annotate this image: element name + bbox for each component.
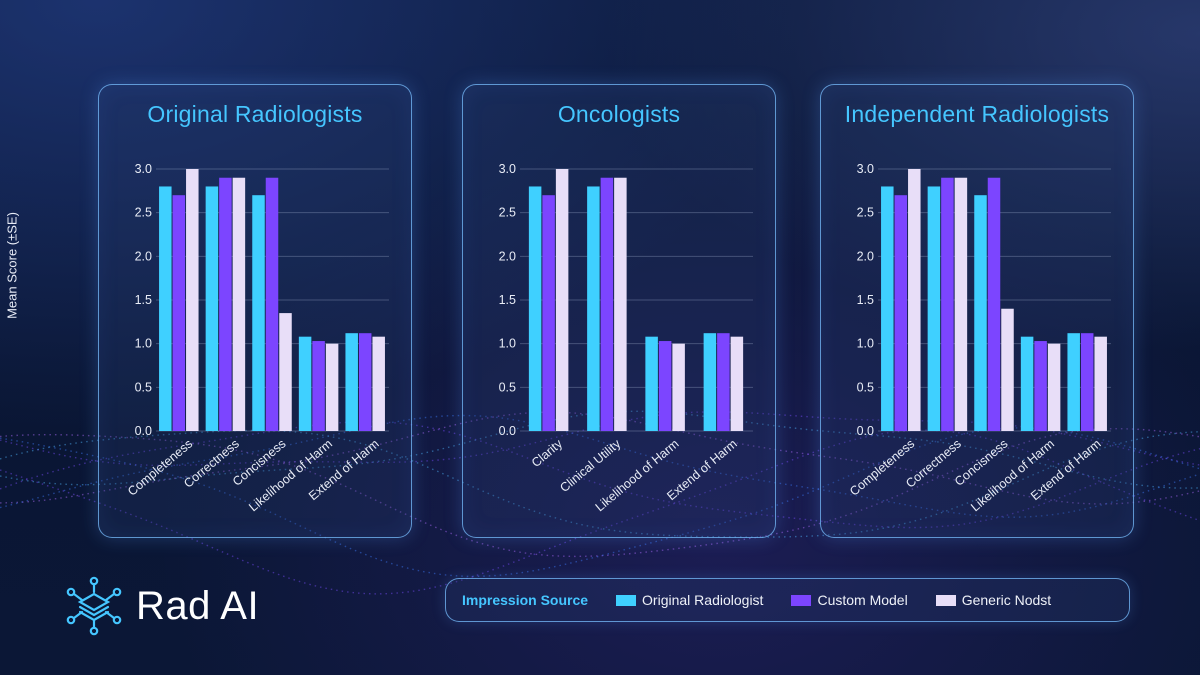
bar: [894, 195, 908, 431]
chart-title: Original Radiologists: [147, 101, 363, 127]
y-tick-label: 0.5: [135, 380, 152, 394]
chart-panel-oncologists: Oncologists 0.0 0.5 1.0 1.5 2.0 2.5 3.0 Clarity…: [462, 84, 776, 538]
bar: [658, 341, 672, 431]
bar: [279, 313, 292, 431]
bar: [312, 341, 325, 431]
bar: [252, 195, 265, 431]
y-axis-label: Mean Score (±SE): [4, 212, 20, 319]
chart-title: Oncologists: [557, 101, 681, 127]
bar: [881, 186, 894, 431]
x-tick-label: Completeness: [847, 437, 917, 499]
x-tick-label: Likelihood of Harm: [246, 437, 335, 515]
bar: [1067, 333, 1080, 431]
legend-title: Impression Source: [462, 592, 589, 608]
wave-line: [0, 420, 1200, 529]
bar: [645, 336, 658, 431]
bar: [159, 186, 172, 431]
y-tick-label: 2.0: [499, 249, 516, 263]
y-tick-label: 3.0: [135, 162, 152, 176]
y-tick-label: 0.0: [499, 424, 516, 438]
bar: [1047, 343, 1061, 431]
legend-swatch: [791, 594, 812, 606]
bar: [1001, 308, 1014, 431]
legend-label: Custom Model: [817, 592, 908, 608]
chart-panel-independent-radiologists: Independent Radiologists 0.0 0.5 1.0 1.5 2.0…: [820, 84, 1134, 538]
bar: [542, 195, 555, 431]
bar: [987, 177, 1001, 431]
y-tick-label: 2.0: [857, 249, 874, 263]
bar: [1080, 333, 1094, 431]
bar: [927, 186, 941, 431]
bar: [954, 177, 968, 431]
bar: [232, 177, 246, 431]
bar: [372, 336, 385, 431]
bar-chart: 0.00.51.01.52.02.53.0CompletenessCorrect…: [847, 162, 1111, 515]
legend: Impression Source Original Radiologist C…: [445, 578, 1130, 622]
y-tick-label: 1.5: [857, 293, 874, 307]
y-tick-label: 2.5: [499, 206, 516, 220]
bar: [717, 333, 730, 431]
bar: [587, 186, 600, 431]
bar: [555, 169, 569, 431]
chart-title: Independent Radiologists: [844, 101, 1110, 127]
y-tick-label: 0.5: [499, 380, 516, 394]
rad-ai-logo: Rad AI: [66, 576, 259, 636]
legend-label: Generic Nodst: [961, 592, 1052, 608]
bar: [600, 177, 614, 431]
bar: [325, 343, 339, 431]
y-tick-label: 0.0: [135, 424, 152, 438]
legend-swatch: [935, 594, 956, 606]
x-tick-label: Clarity: [529, 436, 566, 470]
legend-item-original-radiologist: Original Radiologist: [616, 592, 763, 608]
y-tick-label: 2.0: [135, 249, 152, 263]
x-tick-label: Completeness: [125, 437, 195, 499]
legend-item-generic-nodst: Generic Nodst: [935, 592, 1052, 608]
legend-label: Original Radiologist: [642, 592, 764, 608]
bar: [908, 169, 921, 431]
x-tick-label: Likelihood of Harm: [968, 437, 1057, 515]
brain-chip-icon: [66, 576, 122, 636]
y-tick-label: 1.0: [857, 337, 874, 351]
y-tick-label: 0.0: [857, 424, 874, 438]
bar: [186, 169, 199, 431]
bar: [358, 333, 372, 431]
legend-item-custom-model: Custom Model: [791, 592, 908, 608]
y-tick-label: 2.5: [135, 206, 152, 220]
bar: [172, 195, 186, 431]
chart-panel-original-radiologists: Original Radiologists 0.0 0.5 1.0 1.5 2.0 2.5…: [98, 84, 412, 538]
y-tick-label: 1.5: [499, 293, 516, 307]
bar: [345, 333, 358, 431]
bar: [205, 186, 219, 431]
bar: [1034, 341, 1047, 431]
y-tick-label: 1.0: [499, 337, 516, 351]
bar: [941, 177, 954, 431]
bar: [703, 333, 717, 431]
bar: [1094, 336, 1107, 431]
bar: [730, 336, 744, 431]
logo-text: Rad AI: [136, 583, 260, 628]
legend-swatch: [616, 594, 637, 606]
bar: [614, 177, 627, 431]
bar: [298, 336, 312, 431]
y-tick-label: 1.5: [135, 293, 152, 307]
y-tick-label: 3.0: [857, 162, 874, 176]
bar: [528, 186, 542, 431]
y-tick-label: 2.5: [857, 206, 874, 220]
y-tick-label: 0.5: [857, 380, 874, 394]
bar: [974, 195, 987, 431]
y-tick-label: 3.0: [499, 162, 516, 176]
bar: [672, 343, 685, 431]
bar: [219, 177, 232, 431]
bar: [265, 177, 279, 431]
bar-chart: 0.00.51.01.52.02.53.0CompletenessCorrect…: [125, 162, 389, 515]
y-tick-label: 1.0: [135, 337, 152, 351]
bar: [1020, 336, 1034, 431]
